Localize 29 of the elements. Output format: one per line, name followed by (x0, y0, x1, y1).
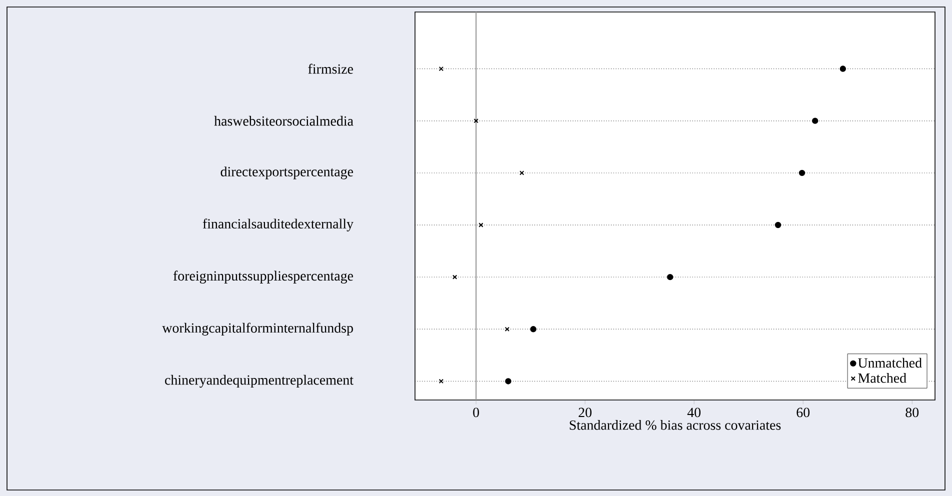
point (438, 66, 444, 72)
legend-label: Matched (858, 372, 906, 383)
point (667, 274, 674, 280)
point (774, 222, 782, 228)
y-tick-label: workingcapitalforminternalfundsp (162, 322, 353, 336)
point (520, 170, 524, 176)
legend-label: Unmatched (858, 358, 922, 368)
y-tick-label: chineryandequipmentreplacement (165, 374, 354, 388)
point (452, 274, 458, 280)
x-tick-label: 40 (687, 408, 701, 418)
x-tick-label: 20 (578, 408, 592, 418)
point (504, 326, 510, 332)
x-tick-label: 80 (906, 408, 919, 418)
point (812, 118, 818, 124)
x-tick-label: 0 (473, 408, 480, 418)
x-tick-label: 60 (796, 408, 810, 418)
point (438, 378, 444, 384)
point (530, 326, 536, 332)
x-axis-title: Standardized % bias across covariates (570, 420, 781, 430)
y-tick-label: directexportspercentage (220, 166, 354, 180)
y-tick-label: financialsauditedexternally (202, 218, 354, 232)
point (840, 66, 846, 72)
point (798, 170, 806, 176)
point (505, 378, 512, 384)
point (474, 118, 478, 124)
y-tick-label: firmsize (308, 64, 354, 74)
point (478, 222, 484, 228)
y-tick-label: foreigninputssuppliespercentage (173, 270, 354, 284)
y-tick-label: haswebsiteorsocialmedia (214, 116, 354, 126)
